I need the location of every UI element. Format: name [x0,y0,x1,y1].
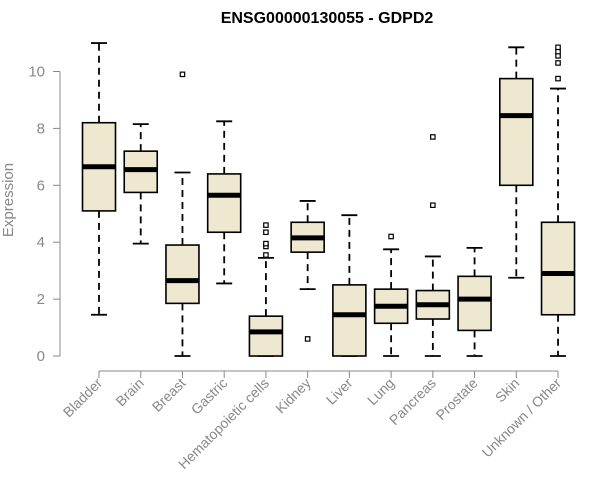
x-tick-label: Unknown / Other [479,375,565,461]
outlier-point [304,336,311,342]
box-kidney [290,200,325,342]
outlier-point [263,222,269,228]
iqr-box [248,315,284,357]
iqr-box [332,284,367,357]
x-tick-label: Lung [364,375,397,408]
iqr-box [540,221,576,316]
box-bladder [81,42,117,316]
y-tick-label: 2 [37,291,45,308]
outlier-point [555,75,561,82]
x-tick-label: Liver [323,375,356,408]
outlier-point [263,240,269,247]
y-tick-label: 6 [37,177,45,194]
iqr-box [206,173,242,234]
box-breast [165,71,200,357]
box-brain [123,123,159,245]
y-axis-label: Expression [0,163,17,237]
box-lung [373,233,409,357]
outlier-point [179,71,186,78]
x-tick-label: Bladder [60,375,106,421]
y-tick-label: 4 [37,234,45,251]
y-tick-label: 8 [37,120,45,137]
box-gastric [206,120,242,285]
iqr-box [457,275,492,332]
x-tick-label: Brain [112,375,146,409]
box-unknown-other [540,44,576,357]
boxes-group [81,42,576,357]
iqr-box [498,77,534,187]
outlier-point [430,134,436,140]
box-skin [498,46,534,279]
outlier-point [263,252,269,258]
outlier-point [263,229,269,236]
chart-title: ENSG00000130055 - GDPD2 [221,10,434,27]
x-tick-label: Kidney [272,375,314,417]
y-tick-label: 0 [37,348,45,365]
x-tick-label: Skin [492,375,523,406]
box-hematopoietic-cells [248,222,284,357]
x-tick-label: Prostate [433,375,481,423]
x-tick-label: Breast [149,375,189,415]
y-axis: 0 2 4 6 8 10 [28,64,61,365]
box-pancreas [415,134,451,357]
box-liver [332,214,367,357]
y-tick-label: 10 [28,64,45,81]
outlier-point [555,44,561,51]
box-prostate [457,246,492,357]
outlier-point [430,202,436,209]
iqr-box [165,244,200,305]
outlier-point [555,60,561,66]
outlier-point [388,233,394,240]
